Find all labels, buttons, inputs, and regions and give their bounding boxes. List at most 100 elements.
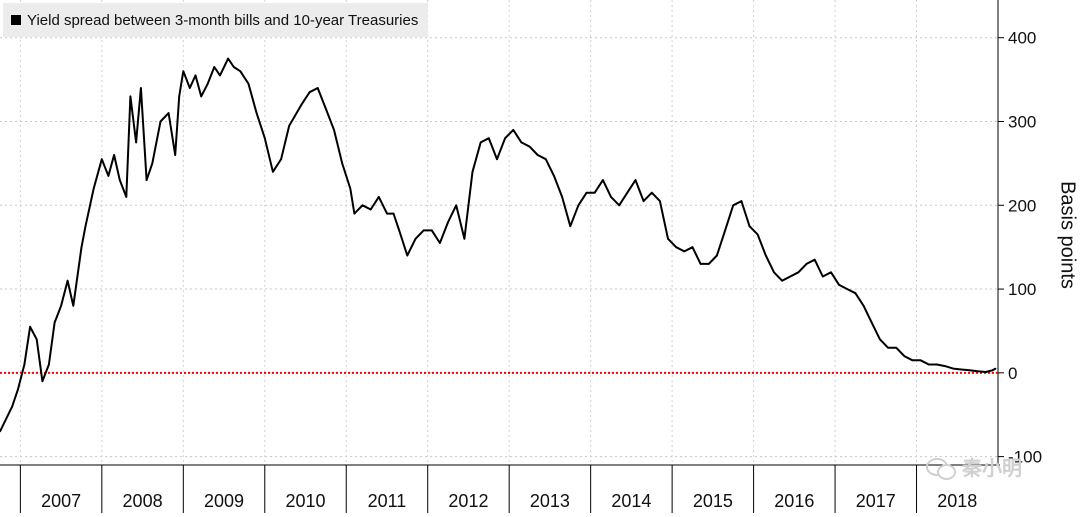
data-point [691, 246, 694, 248]
data-point [593, 191, 596, 194]
data-point [72, 305, 75, 307]
data-point [159, 120, 162, 123]
data-point [659, 200, 661, 202]
data-point [135, 141, 137, 144]
data-point [406, 254, 409, 257]
data-point [213, 66, 216, 68]
data-point [369, 208, 372, 211]
data-point [936, 363, 938, 366]
data-point [879, 338, 881, 341]
data-point [952, 367, 954, 370]
data-point [189, 87, 191, 89]
data-point [255, 112, 258, 114]
x-tick-label: 2013 [530, 491, 570, 511]
data-point [838, 284, 840, 286]
data-point [994, 367, 997, 370]
x-tick-label: 2015 [693, 491, 733, 511]
data-point [585, 191, 588, 194]
data-point [200, 95, 202, 98]
data-point [610, 196, 612, 198]
data-point [280, 158, 282, 160]
data-point [239, 70, 242, 72]
data-point [642, 200, 645, 202]
data-point [968, 369, 971, 372]
data-point [732, 204, 734, 207]
data-point [29, 326, 31, 328]
data-point [431, 229, 433, 232]
data-point [288, 124, 291, 127]
x-tick-label: 2017 [856, 491, 896, 511]
data-point [561, 196, 563, 198]
data-point [84, 225, 87, 227]
legend: Yield spread between 3-month bills and 1… [3, 3, 429, 37]
data-point [797, 271, 800, 274]
y-tick-label: 100 [1008, 280, 1036, 299]
data-point [463, 238, 466, 240]
data-point [960, 368, 963, 371]
data-point [911, 359, 914, 362]
data-point [626, 191, 629, 194]
y-tick-label: -100 [1008, 448, 1042, 467]
data-point [227, 57, 229, 60]
data-point [740, 200, 743, 202]
data-point [353, 212, 356, 215]
data-point [536, 154, 539, 156]
data-point [928, 363, 930, 366]
watermark: 秦小明 [926, 452, 1022, 481]
data-point [569, 225, 572, 227]
x-tick-label: 2011 [368, 491, 407, 511]
data-point [773, 271, 775, 274]
data-point [174, 154, 176, 156]
x-tick-label: 2014 [611, 491, 651, 511]
data-point [870, 321, 873, 324]
data-point [577, 204, 580, 207]
data-point [145, 179, 148, 181]
data-point [247, 83, 250, 85]
data-point [488, 137, 490, 139]
series-line [0, 57, 997, 432]
data-point [140, 87, 142, 89]
data-point [341, 162, 344, 165]
data-point [349, 187, 352, 190]
data-point [178, 95, 180, 98]
data-point [805, 263, 808, 265]
y-tick-label: 200 [1008, 196, 1036, 215]
data-point [528, 145, 531, 148]
data-point [504, 137, 506, 139]
data-point [602, 179, 604, 181]
data-point [854, 292, 857, 295]
data-point [545, 158, 547, 160]
data-point [618, 204, 620, 207]
x-tick-label: 2010 [285, 491, 325, 511]
data-point [756, 233, 759, 236]
data-point [496, 158, 498, 160]
data-point [683, 250, 686, 253]
data-point [17, 388, 19, 391]
x-tick-label: 2012 [448, 491, 488, 511]
data-point [919, 359, 922, 362]
data-point [23, 363, 26, 366]
data-point [129, 95, 132, 98]
x-tick-label: 2016 [774, 491, 814, 511]
data-point [386, 212, 388, 215]
data-point [479, 141, 482, 144]
x-tick-label: 2009 [204, 491, 244, 511]
wechat-icon [926, 456, 956, 480]
data-point [708, 263, 710, 265]
data-point [699, 263, 702, 265]
data-point [53, 321, 56, 324]
data-point [830, 271, 832, 274]
data-point [80, 246, 83, 248]
data-point [316, 87, 319, 89]
data-point [35, 338, 38, 341]
data-point [985, 371, 987, 373]
x-tick-label: 2018 [937, 491, 977, 511]
data-point [667, 238, 669, 240]
data-point [300, 103, 303, 106]
data-point [107, 175, 110, 177]
data-point [781, 279, 783, 282]
y-axis-label: Basis points [1056, 181, 1079, 289]
y-tick-label: 0 [1008, 364, 1017, 383]
